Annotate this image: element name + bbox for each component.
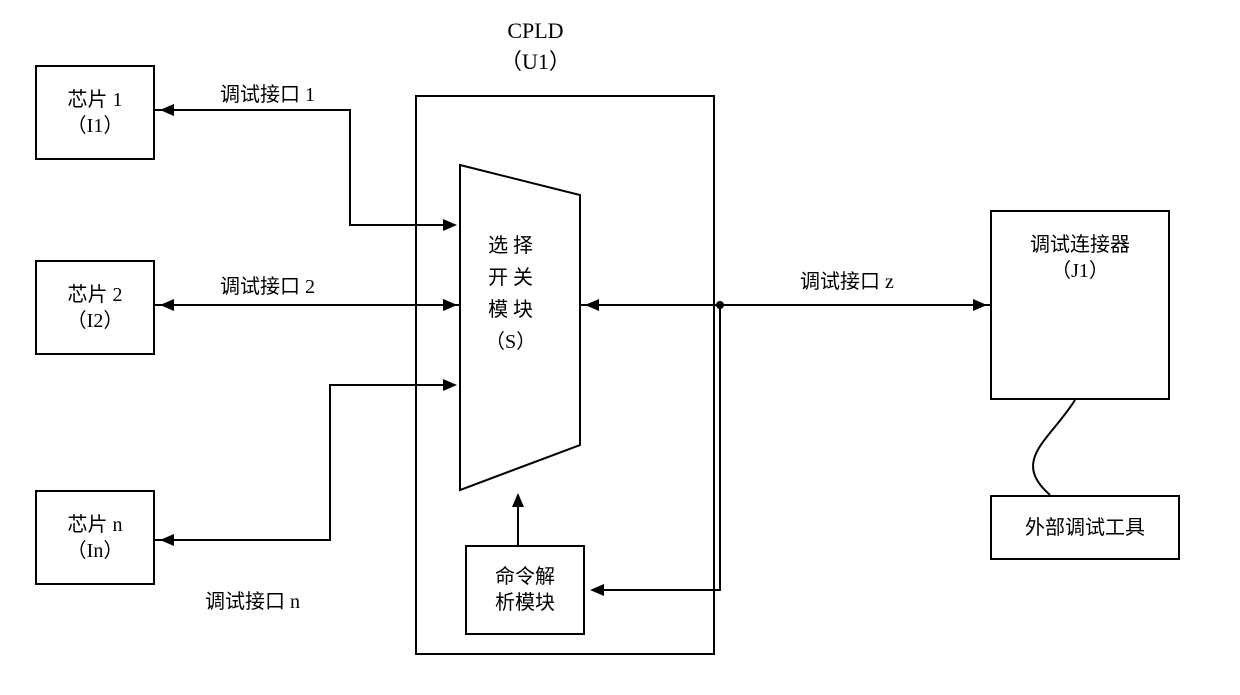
chip-2: 芯片 2 （I2） <box>35 260 155 355</box>
debug-connector: 调试连接器 （J1） <box>990 210 1170 400</box>
debug-conn-line1: 调试连接器 <box>1030 232 1130 258</box>
chip-n-label: 芯片 n <box>68 512 123 538</box>
mux-line-3: 模 块 <box>485 294 536 326</box>
chip-n-id: （In） <box>67 538 124 564</box>
debug-conn-line2: （J1） <box>1051 258 1109 284</box>
mux-label: 选 择 开 关 模 块 （S） <box>485 230 536 358</box>
chip-1: 芯片 1 （I1） <box>35 65 155 160</box>
cmd-parser-line2: 析模块 <box>495 590 555 616</box>
chip-1-id: （I1） <box>67 113 124 139</box>
mux-line-2: 开 关 <box>485 262 536 294</box>
ext-tool-label: 外部调试工具 <box>1025 515 1145 541</box>
cmd-parser: 命令解 析模块 <box>465 545 585 635</box>
iface-z-label: 调试接口 z <box>800 265 894 294</box>
cpld-title: CPLD （U1） <box>500 18 571 76</box>
iface-2-label: 调试接口 2 <box>220 270 315 299</box>
chip-n: 芯片 n （In） <box>35 490 155 585</box>
chip-2-id: （I2） <box>67 308 124 334</box>
cmd-parser-line1: 命令解 <box>495 564 555 590</box>
iface-n-label: 调试接口 n <box>205 585 300 614</box>
iface-1-label: 调试接口 1 <box>220 78 315 107</box>
cpld-title-line1: CPLD <box>500 18 571 44</box>
ext-tool: 外部调试工具 <box>990 495 1180 560</box>
chip-1-label: 芯片 1 <box>68 87 123 113</box>
mux-line-4: （S） <box>485 326 536 358</box>
mux-line-1: 选 择 <box>485 230 536 262</box>
cpld-title-line2: （U1） <box>500 44 571 76</box>
chip-2-label: 芯片 2 <box>68 282 123 308</box>
